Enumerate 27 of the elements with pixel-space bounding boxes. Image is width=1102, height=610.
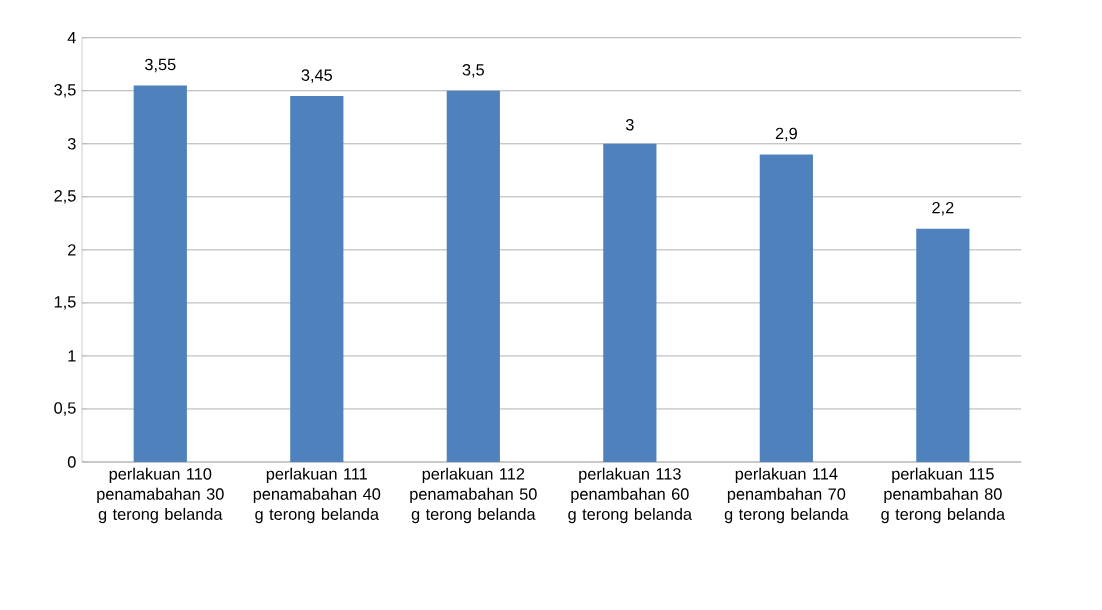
y-tick-label: 3 xyxy=(67,137,76,150)
data-label: 2,9 xyxy=(775,127,797,142)
x-tick-label: perlakuan 111 penamabahan 40 g terong belanda xyxy=(253,467,381,524)
y-tick-label: 2 xyxy=(68,244,76,256)
x-tick-label: perlakuan 115 penambahan 80 g terong belanda xyxy=(881,467,1006,524)
data-label: 3,45 xyxy=(301,69,333,83)
data-label: 3,55 xyxy=(145,58,176,73)
x-tick-label: perlakuan 113 penambahan 60 g terong belanda xyxy=(568,467,693,524)
bar xyxy=(446,90,500,462)
y-tick-label: 0,5 xyxy=(54,402,76,416)
y-tick-label: 1 xyxy=(68,350,76,362)
data-label: 3,5 xyxy=(462,63,484,78)
bar xyxy=(133,85,187,462)
data-label: 2,2 xyxy=(932,201,954,216)
x-tick-label: perlakuan 110 penamabahan 30 g terong belanda xyxy=(97,467,224,524)
bar xyxy=(603,143,657,462)
y-tick-label: 1,5 xyxy=(54,296,76,310)
bar xyxy=(916,228,970,462)
x-tick-label: perlakuan 114 penambahan 70 g terong belanda xyxy=(724,467,849,524)
x-tick-label: perlakuan 112 penamabahan 50 g terong belanda xyxy=(410,467,537,524)
y-tick-label: 4 xyxy=(67,32,76,44)
y-tick-label: 0 xyxy=(67,456,76,468)
bar xyxy=(290,96,344,462)
y-tick-label: 2,5 xyxy=(54,190,76,204)
bar xyxy=(759,154,813,462)
data-label: 3 xyxy=(625,118,634,131)
y-tick-label: 3,5 xyxy=(54,83,76,98)
